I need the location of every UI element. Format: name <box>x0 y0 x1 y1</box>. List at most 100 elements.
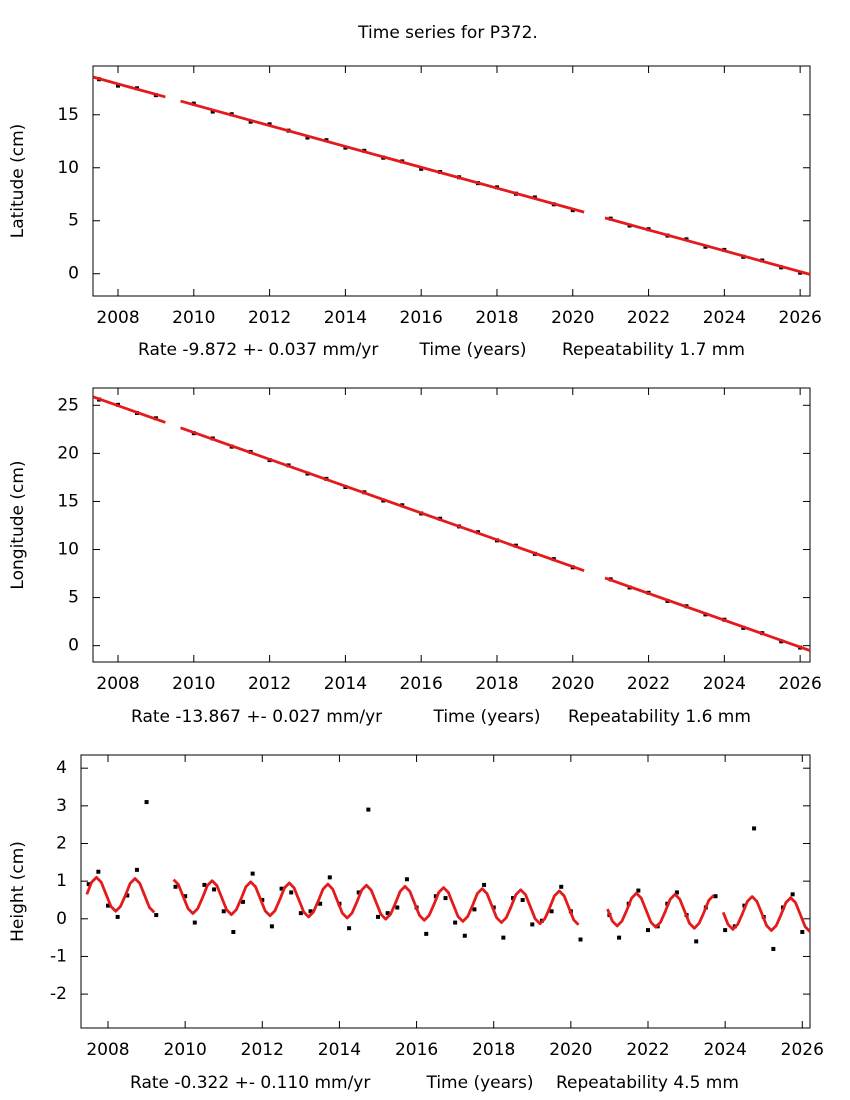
data-point <box>289 890 294 895</box>
x-tick-label: 2016 <box>400 674 443 694</box>
x-tick-label: 2026 <box>781 1040 824 1060</box>
x-tick-label: 2016 <box>400 308 443 328</box>
plot-frame <box>92 65 811 297</box>
data-point <box>395 905 400 910</box>
x-tick-label: 2008 <box>86 1040 129 1060</box>
data-point <box>424 931 429 936</box>
x-tick-label: 2012 <box>248 308 291 328</box>
data-point <box>212 887 217 892</box>
data-point <box>308 909 313 914</box>
data-point <box>462 933 467 938</box>
x-tick-label: 2008 <box>96 674 139 694</box>
data-point <box>327 875 332 880</box>
data-point <box>482 882 487 887</box>
data-point <box>173 884 178 889</box>
x-tick-label: 2022 <box>627 674 670 694</box>
data-point <box>144 800 149 805</box>
data-point <box>366 807 371 812</box>
data-point <box>96 869 101 874</box>
rate-label: Rate -0.322 +- 0.110 mm/yr <box>130 1073 370 1093</box>
y-axis-label: Height (cm) <box>8 841 28 942</box>
data-point <box>617 935 622 940</box>
x-tick-label: 2012 <box>241 1040 284 1060</box>
data-point <box>210 109 215 114</box>
y-tick-label: 10 <box>57 540 79 560</box>
x-tick-label: 2016 <box>395 1040 438 1060</box>
data-point <box>520 897 525 902</box>
x-tick-label: 2024 <box>704 1040 747 1060</box>
data-point <box>790 892 795 897</box>
y-tick-label: 15 <box>57 105 79 125</box>
data-point <box>298 911 303 916</box>
data-point <box>646 928 650 933</box>
x-tick-label: 2020 <box>551 674 594 694</box>
repeatability-label: Repeatability 1.6 mm <box>568 707 751 727</box>
x-tick-label: 2022 <box>627 308 670 328</box>
x-tick-label: 2020 <box>551 308 594 328</box>
data-point <box>404 877 409 882</box>
y-tick-label: 20 <box>57 443 79 463</box>
data-point <box>472 907 477 912</box>
y-tick-label: -1 <box>50 946 67 966</box>
data-point <box>511 896 515 901</box>
data-point <box>305 135 310 140</box>
y-tick-label: 0 <box>56 909 67 929</box>
rate-label: Rate -13.867 +- 0.027 mm/yr <box>131 707 382 727</box>
data-point <box>453 920 458 925</box>
data-point <box>559 884 564 889</box>
x-axis-label: Time (years) <box>418 340 526 360</box>
data-point <box>269 924 274 929</box>
data-point <box>250 871 255 876</box>
y-axis-label: Latitude (cm) <box>8 124 28 239</box>
y-axis-label: Longitude (cm) <box>8 460 28 589</box>
data-point <box>694 939 699 944</box>
y-tick-label: 10 <box>57 158 79 178</box>
x-tick-label: 2014 <box>318 1040 361 1060</box>
model-line <box>85 875 811 933</box>
data-point <box>116 83 121 88</box>
x-tick-label: 2024 <box>703 308 746 328</box>
x-tick-label: 2020 <box>549 1040 592 1060</box>
data-point <box>530 922 535 927</box>
y-tick-label: 4 <box>56 758 67 778</box>
x-tick-label: 2026 <box>779 308 822 328</box>
data-point <box>154 913 159 918</box>
data-point <box>106 903 110 908</box>
data-point <box>713 894 718 899</box>
x-tick-label: 2022 <box>626 1040 669 1060</box>
y-tick-label: 0 <box>68 264 79 284</box>
data-point <box>192 920 197 925</box>
x-tick-label: 2018 <box>472 1040 515 1060</box>
x-tick-label: 2014 <box>324 674 367 694</box>
y-tick-label: 0 <box>68 636 79 656</box>
y-tick-label: 3 <box>56 796 67 816</box>
y-tick-label: -2 <box>50 984 67 1004</box>
x-tick-label: 2010 <box>172 674 215 694</box>
y-tick-label: 15 <box>57 491 79 511</box>
model-line <box>93 75 811 276</box>
data-point <box>443 896 448 901</box>
x-tick-label: 2024 <box>703 674 746 694</box>
data-point <box>125 893 130 898</box>
data-point <box>115 914 120 919</box>
repeatability-label: Repeatability 4.5 mm <box>556 1073 739 1093</box>
data-point <box>549 909 554 914</box>
x-tick-label: 2014 <box>324 308 367 328</box>
y-tick-label: 5 <box>68 588 79 608</box>
y-tick-label: 1 <box>56 871 67 891</box>
data-point <box>241 899 245 904</box>
data-point <box>723 928 728 933</box>
data-point <box>221 909 226 914</box>
model-line <box>92 395 811 652</box>
y-tick-label: 25 <box>57 395 79 415</box>
y-tick-label: 5 <box>68 211 79 231</box>
x-tick-label: 2018 <box>475 308 518 328</box>
data-point <box>752 826 757 831</box>
data-point <box>771 946 776 951</box>
data-point <box>134 867 139 872</box>
rate-label: Rate -9.872 +- 0.037 mm/yr <box>138 340 378 360</box>
data-point <box>356 890 361 895</box>
x-tick-label: 2010 <box>164 1040 207 1060</box>
x-axis-label: Time (years) <box>425 1073 533 1093</box>
